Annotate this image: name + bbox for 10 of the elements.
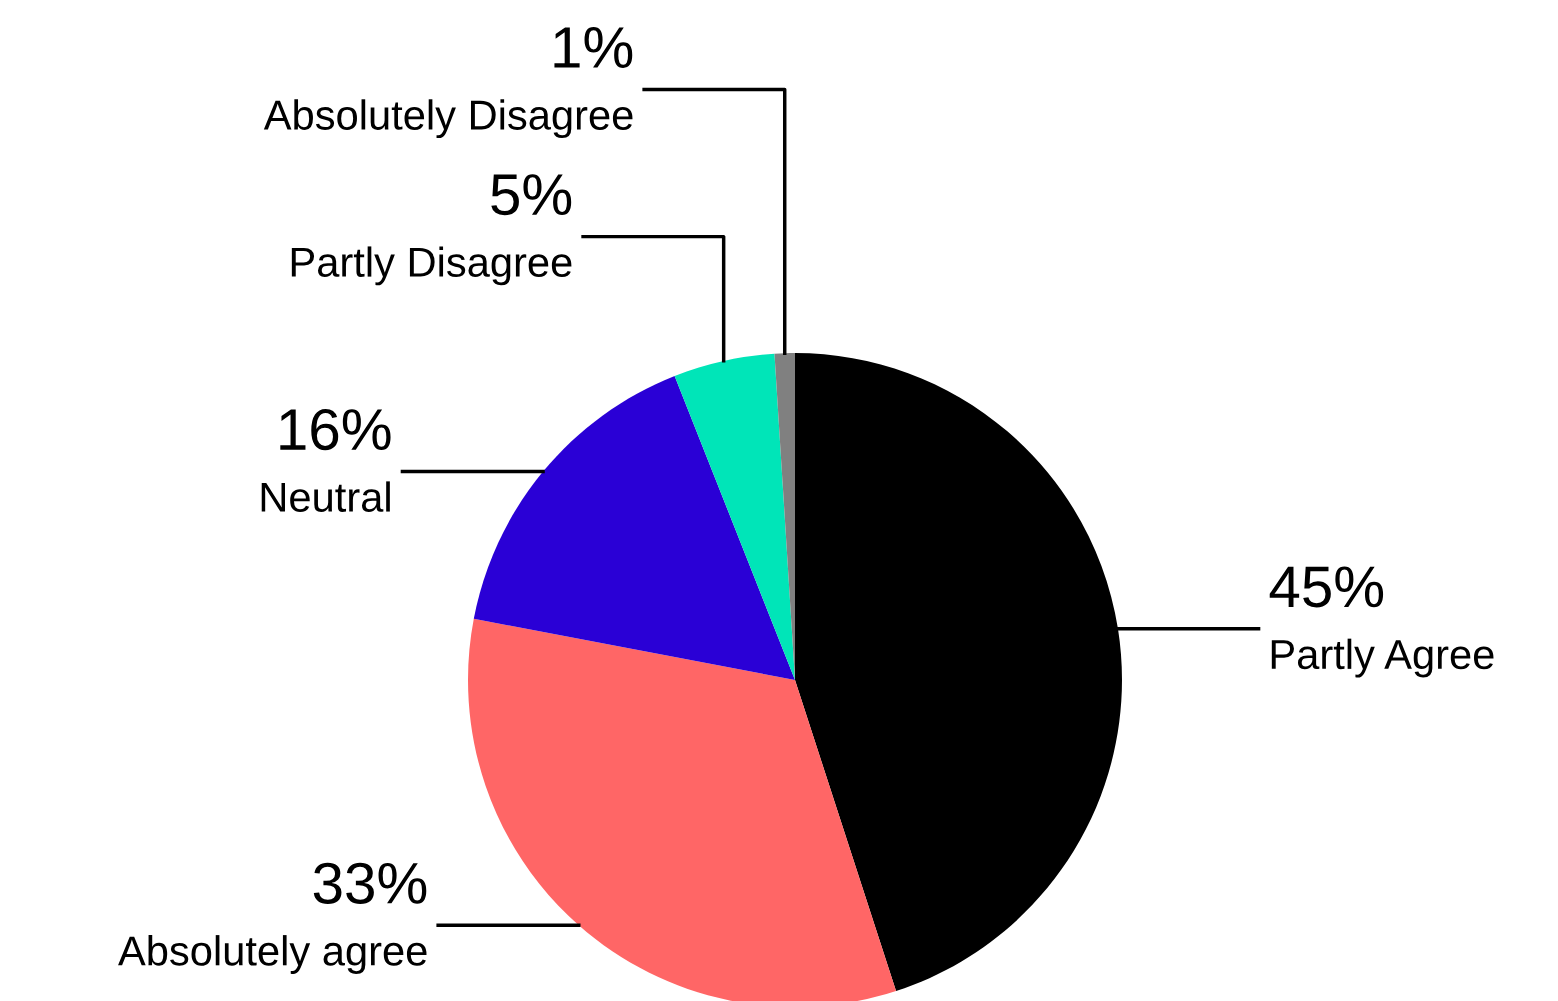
slice-label: Neutral (261, 481, 390, 512)
data-label: 1% (554, 27, 633, 68)
slice-label: Partly Disagree (291, 246, 572, 286)
data-label: 5% (491, 174, 572, 216)
slice-label: Partly Agree (1271, 638, 1494, 678)
data-label: 33% (313, 862, 427, 904)
slice-label: Absolutely Disagree (263, 99, 633, 139)
slice-label: Absolutely agree (118, 935, 427, 974)
data-label: 16% (280, 408, 391, 451)
data-label: 45% (1269, 566, 1384, 608)
